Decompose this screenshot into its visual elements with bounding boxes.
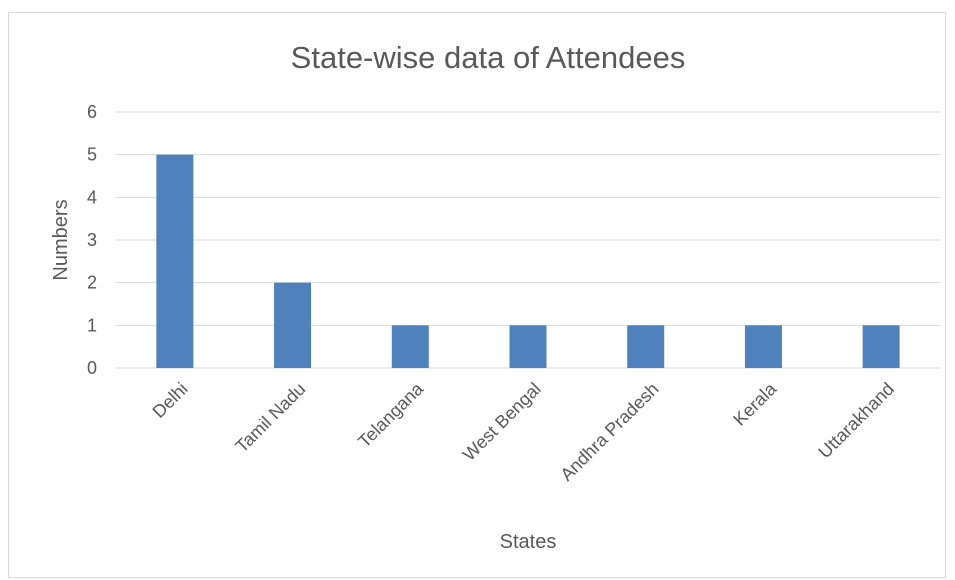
x-tick-label: Delhi <box>149 379 192 422</box>
gridlines <box>116 111 940 369</box>
bar <box>274 282 312 368</box>
y-tick-label: 2 <box>87 273 97 293</box>
x-axis-ticks: Delhi Tamil Nadu Telangana West Bengal Andhr… <box>149 378 898 485</box>
x-tick-label: West Bengal <box>459 379 545 465</box>
bar <box>509 325 547 368</box>
bar <box>744 325 782 368</box>
bar <box>862 325 900 368</box>
x-tick-label: Kerala <box>729 378 781 430</box>
y-tick-label: 6 <box>87 102 97 122</box>
y-axis-ticks: 0 1 2 3 4 5 6 <box>87 102 97 378</box>
bar <box>627 325 665 368</box>
x-tick-label: Uttarakhand <box>814 379 897 462</box>
bar <box>156 154 194 368</box>
x-axis-title: States <box>500 531 557 553</box>
chart-title: State-wise data of Attendees <box>291 40 686 75</box>
x-tick-label: Andhra Pradesh <box>556 379 662 485</box>
x-tick-label: Tamil Nadu <box>232 379 310 457</box>
y-tick-label: 3 <box>87 230 97 250</box>
bar <box>391 325 429 368</box>
y-tick-label: 0 <box>87 358 97 378</box>
y-tick-label: 5 <box>87 145 97 165</box>
y-tick-label: 4 <box>87 187 97 207</box>
x-tick-label: Telangana <box>354 378 428 452</box>
y-tick-label: 1 <box>87 315 97 335</box>
y-axis-title: Numbers <box>50 199 72 280</box>
bars <box>156 154 900 368</box>
